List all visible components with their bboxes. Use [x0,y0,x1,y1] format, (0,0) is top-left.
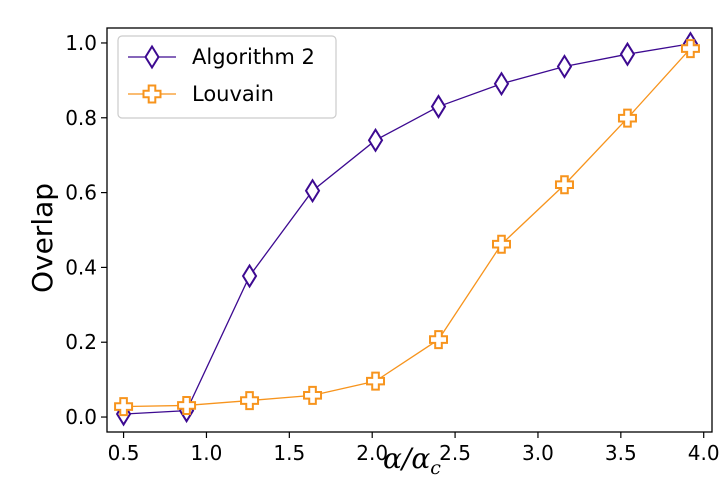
data-point-algorithm-2 [430,94,447,119]
series-louvain [114,39,700,417]
data-point-louvain [680,39,700,59]
y-tick-label: 0.2 [65,330,97,354]
x-tick-label: 2.5 [439,441,471,465]
data-point-algorithm-2 [493,71,510,97]
series-layer [114,31,700,427]
x-tick-label: 4.0 [688,441,720,465]
x-tick-label: 3.5 [605,441,637,465]
data-point-louvain [617,108,637,128]
data-point-algorithm-2 [241,263,258,289]
x-tick-label: 1.0 [191,441,223,465]
legend-marker-louvain [142,84,162,104]
y-tick-label: 0.0 [65,405,97,429]
x-tick-label: 0.5 [108,441,140,465]
legend-label-louvain: Louvain [192,82,274,106]
data-point-louvain [429,330,449,350]
data-point-algorithm-2 [367,127,384,153]
data-point-algorithm-2 [619,41,636,67]
data-point-louvain [177,395,197,415]
data-point-louvain [554,175,574,195]
legend-label-algorithm-2: Algorithm 2 [192,45,315,69]
y-tick-label: 1.0 [65,31,97,55]
series-line-louvain [123,48,691,408]
x-tick-label: 1.5 [273,441,305,465]
x-tick-label: 3.0 [522,441,554,465]
legend-entry-louvain: Louvain [128,82,274,106]
y-axis-label: Overlap [26,183,59,293]
data-point-louvain [366,371,386,391]
y-tick-label: 0.4 [65,255,97,279]
x-tick-label: 2.0 [356,441,388,465]
data-point-algorithm-2 [556,54,573,79]
axes-frame [106,27,713,433]
legend: Algorithm 2 Louvain [117,35,337,119]
x-axis-label-main: α/α [383,442,430,475]
y-tick-label: 0.8 [65,106,97,130]
data-point-algorithm-2 [304,178,321,204]
legend-entry-algorithm-2: Algorithm 2 [128,44,315,70]
series-line-algorithm-2 [123,43,691,415]
y-tick-label: 0.6 [65,181,97,205]
data-point-louvain [303,385,323,405]
data-point-louvain [491,234,511,254]
x-axis-label: α/αc [383,442,441,479]
data-point-louvain [240,391,260,411]
x-axis-label-sub: c [430,457,441,479]
axes-layer: 0.5 1.0 1.5 2.0 2.5 3.0 3.5 4.0 0.0 0.2 0.4 0.6 0.8 1… [65,27,720,465]
legend-marker-algorithm-2 [144,44,160,70]
data-point-louvain [114,397,134,417]
